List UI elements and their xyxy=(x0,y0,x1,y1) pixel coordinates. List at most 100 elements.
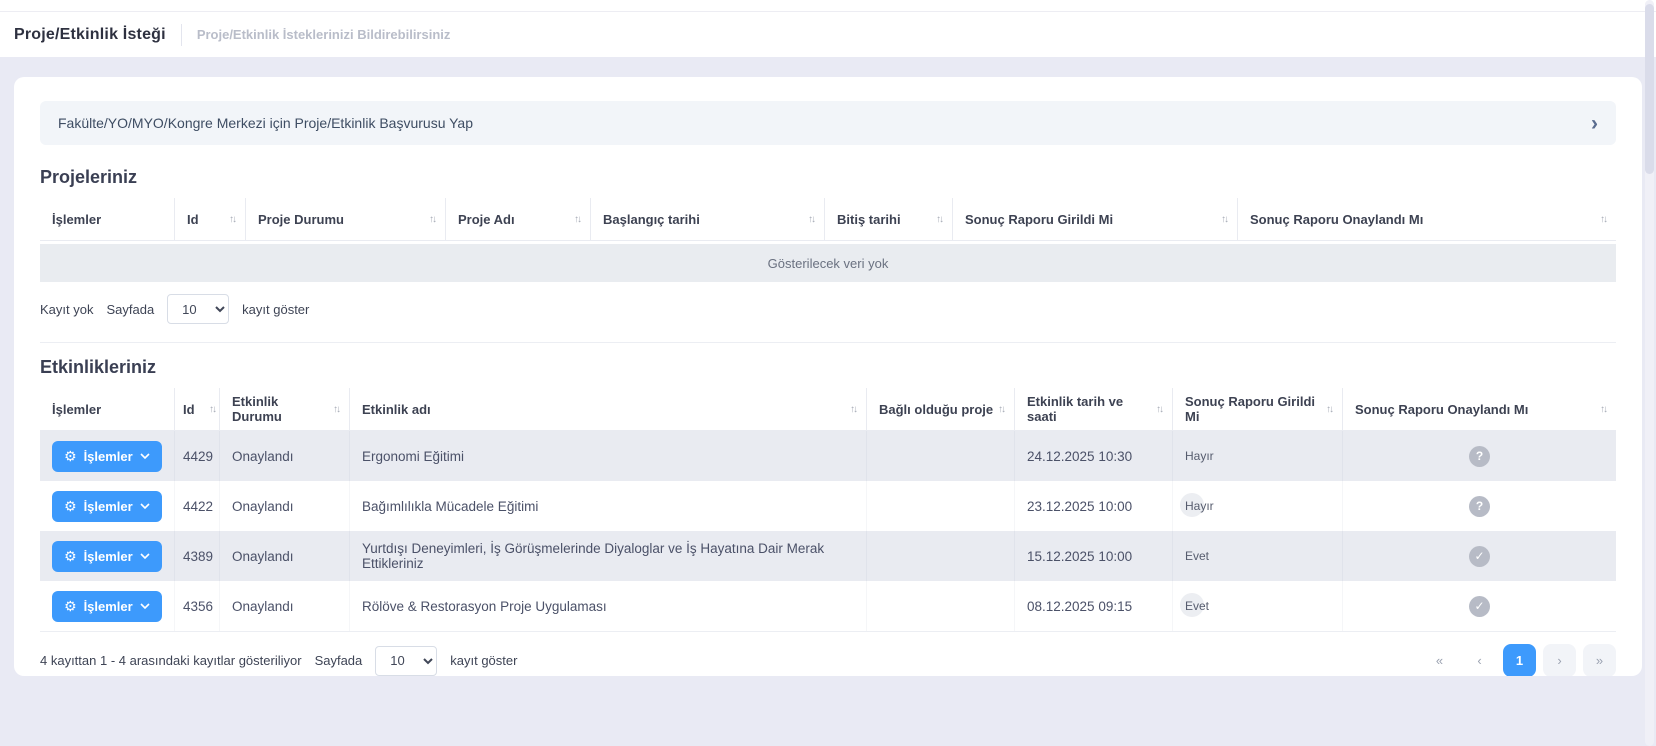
header-divider xyxy=(180,23,182,46)
report-entered-cell: Hayır xyxy=(1172,481,1342,531)
column-header-id[interactable]: Id ↑↓ xyxy=(174,388,219,430)
column-header-etkinlik-durumu[interactable]: Etkinlik Durumu ↑↓ xyxy=(219,388,349,430)
linked-project-cell xyxy=(866,431,1014,481)
chevron-right-icon: › xyxy=(1591,111,1598,135)
sort-icon: ↑↓ xyxy=(574,213,582,225)
column-header-etkinlik-tarih[interactable]: Etkinlik tarih ve saati ↑↓ xyxy=(1014,388,1172,430)
events-page-size-select[interactable]: 10 xyxy=(375,645,438,676)
column-label: Id xyxy=(187,211,199,227)
sort-icon: ↑↓ xyxy=(429,213,437,225)
event-name-cell: Rölöve & Restorasyon Proje Uygulaması xyxy=(349,581,866,631)
column-label: Bağlı olduğu proje xyxy=(879,401,994,417)
projects-section-title: Projeleriniz xyxy=(40,167,138,187)
column-header-bagli-oldugu-proje[interactable]: Bağlı olduğu proje ↑↓ xyxy=(866,388,1014,430)
actions-button-label: İşlemler xyxy=(83,548,133,564)
datetime-cell: 23.12.2025 10:00 xyxy=(1014,481,1172,531)
actions-button-label: İşlemler xyxy=(83,448,133,464)
datetime-cell: 08.12.2025 09:15 xyxy=(1014,581,1172,631)
column-header-islemler: İşlemler xyxy=(40,388,174,430)
sort-icon: ↑↓ xyxy=(936,213,944,225)
chevron-down-icon xyxy=(140,503,150,509)
column-header-etkinlik-adi[interactable]: Etkinlik adı ↑↓ xyxy=(349,388,866,430)
sort-icon: ↑↓ xyxy=(1600,403,1608,415)
records-count-text: 4 kayıttan 1 - 4 arasındaki kayıtlar gös… xyxy=(40,653,302,668)
banner-label: Fakülte/YO/MYO/Kongre Merkezi için Proje… xyxy=(58,115,473,131)
report-approved-cell: ? xyxy=(1342,431,1616,481)
pagination-last-button[interactable]: » xyxy=(1583,644,1616,676)
id-cell: 4422 xyxy=(174,481,219,531)
gear-icon: ⚙ xyxy=(64,498,77,514)
sort-icon: ↑↓ xyxy=(1326,403,1334,415)
row-actions-button[interactable]: ⚙ İşlemler xyxy=(52,490,162,522)
actions-cell: ⚙ İşlemler xyxy=(40,581,174,631)
page-size-suffix: kayıt göster xyxy=(242,301,310,317)
status-cell: Onaylandı xyxy=(219,531,349,581)
page-size-prefix: Sayfada xyxy=(314,653,363,668)
events-table-header: İşlemler Id ↑↓ Etkinlik Durumu ↑↓ Etkinl… xyxy=(40,388,1616,431)
column-label: Etkinlik adı xyxy=(362,401,431,417)
sort-icon: ↑↓ xyxy=(333,403,341,415)
question-icon: ? xyxy=(1469,495,1490,517)
gear-icon: ⚙ xyxy=(64,448,77,464)
sort-icon: ↑↓ xyxy=(1221,213,1229,225)
datetime-cell: 15.12.2025 10:00 xyxy=(1014,531,1172,581)
projects-page-size-select[interactable]: 10 xyxy=(167,294,230,324)
page-subtitle: Proje/Etkinlik İsteklerinizi Bildirebili… xyxy=(196,27,451,42)
column-header-sonuc-raporu-girildi[interactable]: Sonuç Raporu Girildi Mi ↑↓ xyxy=(952,198,1237,240)
sort-icon: ↑↓ xyxy=(1600,213,1608,225)
status-cell: Onaylandı xyxy=(219,481,349,531)
event-name-cell: Bağımlılıkla Mücadele Eğitimi xyxy=(349,481,866,531)
column-label: Etkinlik tarih ve saati xyxy=(1027,394,1124,424)
actions-cell: ⚙ İşlemler xyxy=(40,481,174,531)
actions-cell: ⚙ İşlemler xyxy=(40,431,174,481)
sort-icon: ↑↓ xyxy=(808,213,816,225)
column-header-proje-durumu[interactable]: Proje Durumu ↑↓ xyxy=(245,198,445,240)
projects-table-header: İşlemler Id ↑↓ Proje Durumu ↑↓ Proje Adı… xyxy=(40,198,1616,241)
column-header-sonuc-raporu-onaylandi[interactable]: Sonuç Raporu Onaylandı Mı ↑↓ xyxy=(1237,198,1616,240)
column-label: İşlemler xyxy=(52,211,102,227)
column-label: Sonuç Raporu Girildi Mi xyxy=(965,211,1114,227)
new-application-banner[interactable]: Fakülte/YO/MYO/Kongre Merkezi için Proje… xyxy=(40,101,1616,145)
pagination-page-1-button[interactable]: 1 xyxy=(1503,644,1536,676)
projects-table-footer: Kayıt yok Sayfada 10 kayıt göster xyxy=(40,294,1616,324)
report-entered-cell: Evet xyxy=(1172,531,1342,581)
sort-icon: ↑↓ xyxy=(229,213,237,225)
pagination-prev-button[interactable]: ‹ xyxy=(1463,644,1496,676)
report-entered-cell: Hayır xyxy=(1172,431,1342,481)
question-icon: ? xyxy=(1469,445,1490,467)
row-actions-button[interactable]: ⚙ İşlemler xyxy=(52,540,162,572)
pagination-next-button[interactable]: › xyxy=(1543,644,1576,676)
gear-icon: ⚙ xyxy=(64,548,77,564)
sort-icon: ↑↓ xyxy=(850,403,858,415)
section-divider xyxy=(40,342,1616,343)
actions-cell: ⚙ İşlemler xyxy=(40,531,174,581)
column-label: İşlemler xyxy=(52,401,102,417)
gear-icon: ⚙ xyxy=(64,598,77,614)
projects-table: İşlemler Id ↑↓ Proje Durumu ↑↓ Proje Adı… xyxy=(40,198,1616,282)
page-size-prefix: Sayfada xyxy=(106,301,155,317)
column-label: Sonuç Raporu Onaylandı Mı xyxy=(1250,211,1424,227)
report-approved-cell: ✓ xyxy=(1342,581,1616,631)
page-size-suffix: kayıt göster xyxy=(450,653,518,668)
column-label: Id xyxy=(183,401,195,417)
column-header-sonuc-raporu-onaylandi[interactable]: Sonuç Raporu Onaylandı Mı ↑↓ xyxy=(1342,388,1616,430)
column-header-sonuc-raporu-girildi[interactable]: Sonuç Raporu Girildi Mi ↑↓ xyxy=(1172,388,1342,430)
row-actions-button[interactable]: ⚙ İşlemler xyxy=(52,440,162,472)
linked-project-cell xyxy=(866,481,1014,531)
column-header-bitis-tarihi[interactable]: Bitiş tarihi ↑↓ xyxy=(824,198,952,240)
id-cell: 4389 xyxy=(174,531,219,581)
page-header: Proje/Etkinlik İsteği Proje/Etkinlik İst… xyxy=(0,12,1656,57)
vertical-scrollbar[interactable] xyxy=(1645,0,1654,746)
events-table-footer: 4 kayıttan 1 - 4 arasındaki kayıtlar gös… xyxy=(40,644,1616,676)
scrollbar-thumb[interactable] xyxy=(1645,4,1654,174)
events-section-title: Etkinlikleriniz xyxy=(40,357,157,377)
column-header-baslangic-tarihi[interactable]: Başlangıç tarihi ↑↓ xyxy=(590,198,824,240)
pagination-first-button[interactable]: « xyxy=(1423,644,1456,676)
column-header-proje-adi[interactable]: Proje Adı ↑↓ xyxy=(445,198,590,240)
report-approved-cell: ? xyxy=(1342,481,1616,531)
row-actions-button[interactable]: ⚙ İşlemler xyxy=(52,590,162,622)
column-header-id[interactable]: Id ↑↓ xyxy=(174,198,245,240)
column-label: Proje Adı xyxy=(458,211,515,227)
status-cell: Onaylandı xyxy=(219,431,349,481)
chevron-down-icon xyxy=(140,453,150,459)
